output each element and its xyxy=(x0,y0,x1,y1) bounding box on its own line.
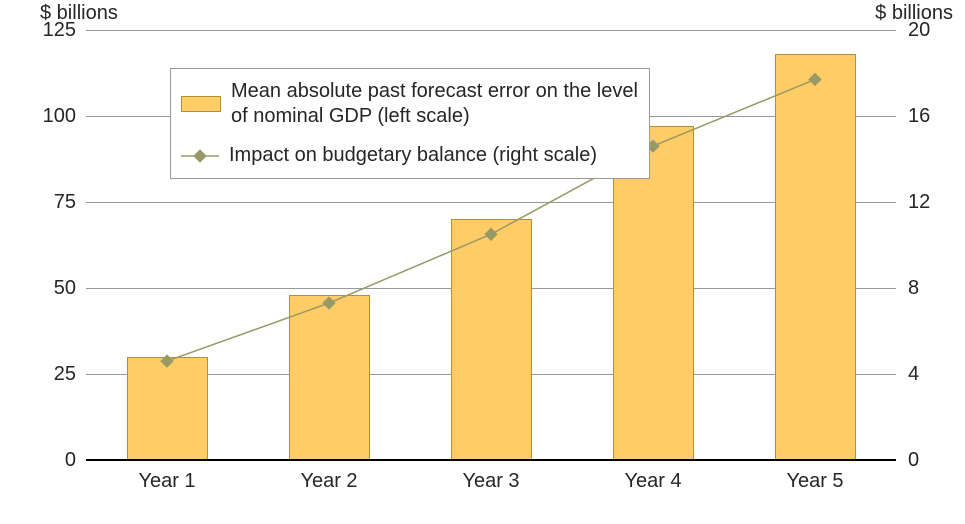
legend-line-label: Impact on budgetary balance (right scale… xyxy=(229,143,597,168)
y-right-tick-label: 16 xyxy=(908,105,930,128)
gridline xyxy=(86,30,896,31)
bar xyxy=(451,219,532,460)
y-left-tick-label: 50 xyxy=(54,277,76,300)
bar-swatch-icon xyxy=(181,96,221,112)
y-left-tick-label: 0 xyxy=(65,449,76,472)
y-right-tick-label: 12 xyxy=(908,191,930,214)
y-right-tick-label: 0 xyxy=(908,449,919,472)
x-tick-label: Year 5 xyxy=(775,470,855,493)
y-left-tick-label: 25 xyxy=(54,363,76,386)
chart-container: $ billions $ billions 002545087512100161… xyxy=(0,0,965,524)
x-tick-label: Year 1 xyxy=(127,470,207,493)
line-swatch-icon xyxy=(181,149,219,163)
legend-bars-label: Mean absolute past forecast error on the… xyxy=(231,79,639,129)
x-tick-label: Year 2 xyxy=(289,470,369,493)
y-left-tick-label: 75 xyxy=(54,191,76,214)
y-right-tick-label: 4 xyxy=(908,363,919,386)
bar xyxy=(127,357,208,460)
x-tick-label: Year 3 xyxy=(451,470,531,493)
y-right-tick-label: 8 xyxy=(908,277,919,300)
y-left-tick-label: 125 xyxy=(43,19,76,42)
legend: Mean absolute past forecast error on the… xyxy=(170,68,650,179)
bar xyxy=(775,54,856,460)
legend-item-bars: Mean absolute past forecast error on the… xyxy=(181,79,639,129)
y-left-tick-label: 100 xyxy=(43,105,76,128)
y-right-tick-label: 20 xyxy=(908,19,930,42)
x-tick-label: Year 4 xyxy=(613,470,693,493)
bar xyxy=(289,295,370,460)
legend-item-line: Impact on budgetary balance (right scale… xyxy=(181,143,639,168)
x-axis-baseline xyxy=(86,459,896,461)
